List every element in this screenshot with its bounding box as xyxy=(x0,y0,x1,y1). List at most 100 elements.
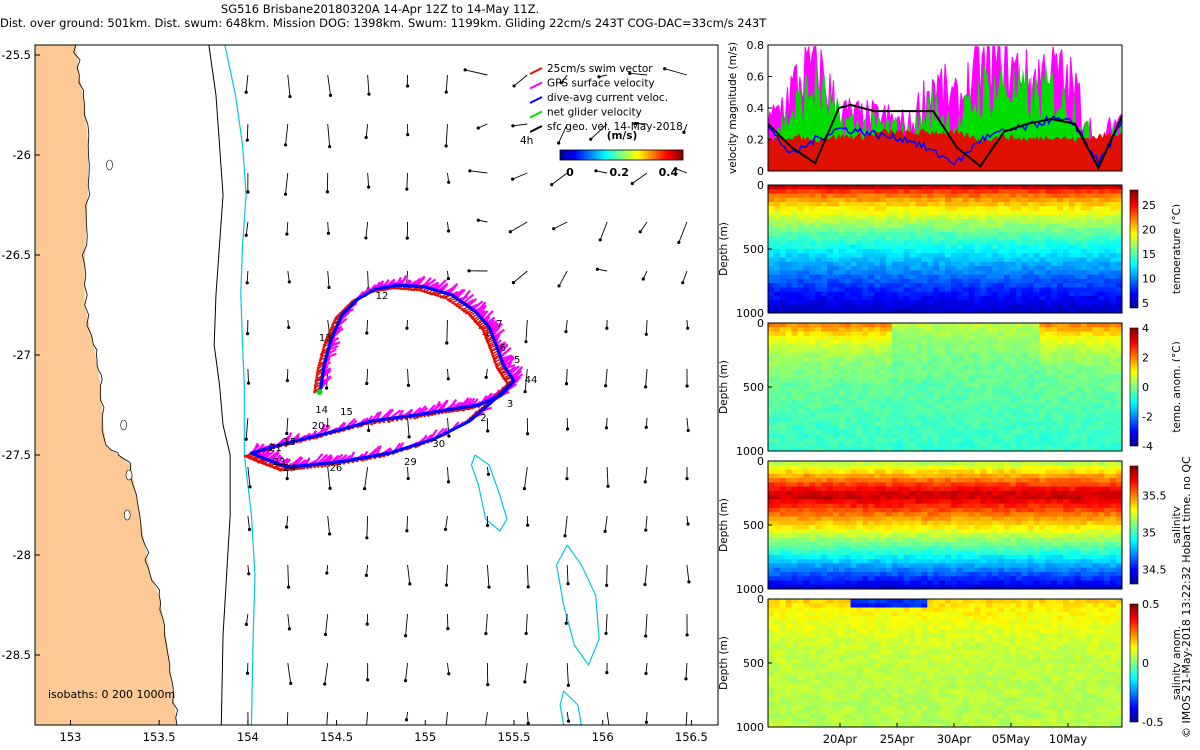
section-cell xyxy=(921,323,928,328)
swim-vector-head xyxy=(436,294,440,297)
section-cell xyxy=(891,382,899,388)
section-cell xyxy=(1045,361,1052,367)
section-cell xyxy=(1080,253,1087,258)
section-cell xyxy=(939,249,946,254)
section-cell xyxy=(797,369,804,375)
section-cell xyxy=(797,421,804,426)
section-cell xyxy=(1015,231,1023,237)
section-cell xyxy=(1039,344,1046,349)
section-cell xyxy=(1045,357,1052,362)
isobath-1000m xyxy=(224,45,256,725)
section-cell xyxy=(1009,331,1017,337)
section-cell xyxy=(974,412,981,418)
section-cell xyxy=(945,421,952,426)
section-cell xyxy=(1080,391,1087,396)
section-cell xyxy=(779,442,787,448)
section-cell xyxy=(773,261,781,267)
section-cell xyxy=(950,429,958,435)
section-cell xyxy=(797,202,804,207)
section-cell xyxy=(815,387,822,392)
section-cell xyxy=(809,197,816,203)
section-cell xyxy=(974,197,981,203)
section-cell xyxy=(1015,399,1023,405)
section-cell xyxy=(1051,266,1058,271)
geo-arrow-head xyxy=(325,190,329,194)
section-cell xyxy=(1027,214,1034,220)
section-cell xyxy=(1074,374,1082,379)
section-cell xyxy=(1057,352,1064,358)
section-cell xyxy=(821,266,828,271)
section-cell xyxy=(986,399,993,405)
section-cell xyxy=(968,227,975,233)
section-cell xyxy=(950,382,958,388)
section-cell xyxy=(773,214,781,220)
section-cell xyxy=(868,219,875,224)
section-cell xyxy=(933,395,940,401)
section-cell xyxy=(844,231,851,237)
section-cell xyxy=(880,344,887,349)
section-cell xyxy=(1004,283,1011,288)
section-cell xyxy=(1057,308,1064,314)
swim-vector-head xyxy=(425,291,429,294)
section-cell xyxy=(974,202,981,207)
section-cell xyxy=(1039,202,1046,207)
section-cell xyxy=(1098,249,1105,254)
section-cell xyxy=(862,197,869,203)
section-cell xyxy=(998,261,1005,267)
section-cell xyxy=(1074,270,1082,275)
section-cell xyxy=(903,236,910,241)
section-cell xyxy=(1080,266,1087,271)
section-cell xyxy=(773,421,781,426)
section-cell xyxy=(1074,206,1082,211)
section-cell xyxy=(1039,244,1046,250)
section-cell xyxy=(1080,231,1087,237)
section-cell xyxy=(950,291,958,297)
section-cell xyxy=(992,283,999,288)
section-cell xyxy=(1068,378,1076,384)
section-cell xyxy=(803,433,810,439)
geo-arrow-head xyxy=(686,428,690,433)
section-cell xyxy=(915,278,922,284)
section-cell xyxy=(827,395,834,401)
section-cell xyxy=(915,374,922,379)
section-cell xyxy=(903,382,910,388)
section-cell xyxy=(1051,374,1058,379)
section-cell xyxy=(974,421,981,426)
section-cell xyxy=(915,340,922,345)
section-cell xyxy=(1033,223,1040,229)
swim-vector-head xyxy=(315,373,319,377)
section-cell xyxy=(803,408,810,413)
section-cell xyxy=(1045,408,1052,413)
section-cell xyxy=(939,438,946,443)
section-cell xyxy=(868,287,875,293)
section-cell xyxy=(827,323,834,328)
section-cell xyxy=(874,240,881,246)
geo-velocity-arrow xyxy=(510,221,528,233)
section-cell xyxy=(968,270,975,275)
section-cell xyxy=(897,244,905,250)
section-cell xyxy=(880,331,887,337)
section-cell xyxy=(1080,185,1087,190)
section-cell xyxy=(880,287,887,293)
section-cell xyxy=(903,425,910,431)
section-cell xyxy=(980,340,987,345)
section-cell xyxy=(1098,214,1105,220)
section-cell xyxy=(768,546,775,551)
section-cell xyxy=(1063,257,1070,263)
section-cell xyxy=(880,404,887,409)
section-cell xyxy=(915,308,922,314)
section-cell xyxy=(773,253,781,258)
section-cell xyxy=(921,274,928,280)
section-cell xyxy=(850,266,857,271)
section-cell xyxy=(1027,291,1034,297)
section-cell xyxy=(897,219,905,224)
section-cell xyxy=(1063,395,1070,401)
section-cell xyxy=(1021,185,1028,190)
section-cell xyxy=(1045,425,1052,431)
swim-vector-head xyxy=(293,467,297,471)
section-cell xyxy=(980,361,987,367)
section-cell xyxy=(974,438,981,443)
section-cell xyxy=(874,335,881,341)
section-cell xyxy=(803,416,810,422)
geo-velocity-arrow xyxy=(366,368,369,384)
